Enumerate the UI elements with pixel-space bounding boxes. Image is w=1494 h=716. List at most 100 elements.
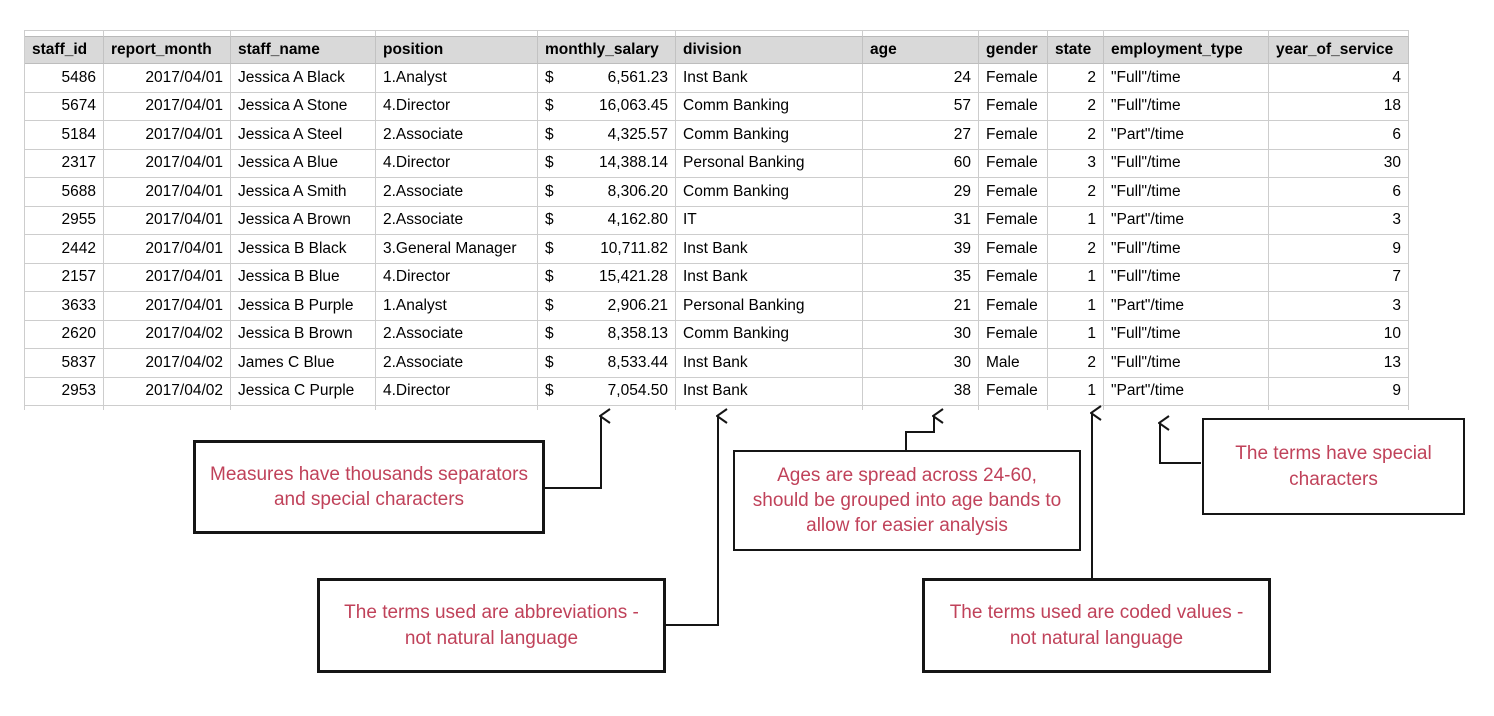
cell-gender: Female	[979, 377, 1048, 406]
currency-symbol: $	[545, 325, 554, 343]
salary-value: 4,325.57	[607, 125, 668, 143]
callout-abbreviations-text: The terms used are abbreviations - not n…	[344, 602, 639, 649]
callout-measures: Measures have thousands separators and s…	[193, 440, 545, 534]
cell-age: 35	[863, 263, 979, 292]
table-row: 2317 2017/04/01 Jessica A Blue 4.Director $1…	[25, 149, 1409, 178]
cell-state: 2	[1048, 92, 1104, 121]
table-row: 2953 2017/04/02 Jessica C Purple 4.Director…	[25, 377, 1409, 406]
cropped-cell	[25, 31, 104, 37]
cell-division: Personal Banking	[676, 292, 863, 321]
cell-report_month: 2017/04/02	[104, 377, 231, 406]
cell-state: 1	[1048, 263, 1104, 292]
cell-state: 1	[1048, 320, 1104, 349]
cell-employment_type: "Part"/time	[1104, 121, 1269, 150]
cell-position: 2.Associate	[376, 178, 538, 207]
cell-employment_type: "Part"/time	[1104, 377, 1269, 406]
cell-state: 3	[1048, 149, 1104, 178]
table-row: 5688 2017/04/01 Jessica A Smith 2.Associate…	[25, 178, 1409, 207]
cell-staff_id: 2317	[25, 149, 104, 178]
callout-age-bands: Ages are spread across 24-60, should be …	[733, 450, 1081, 551]
currency-symbol: $	[545, 97, 554, 115]
cell-age: 30	[863, 349, 979, 378]
column-header-monthly_salary: monthly_salary	[538, 37, 676, 64]
cell-year_of_service: 7	[1269, 263, 1409, 292]
column-header-state: state	[1048, 37, 1104, 64]
salary-value: 7,054.50	[607, 382, 668, 400]
callout-abbreviations: The terms used are abbreviations - not n…	[317, 578, 666, 673]
salary-value: 6,561.23	[607, 68, 668, 86]
cell-report_month: 2017/04/01	[104, 235, 231, 264]
cell-employment_type: "Part"/time	[1104, 206, 1269, 235]
callout-measures-text: Measures have thousands separators and s…	[210, 463, 528, 510]
cell-monthly_salary: $2,906.21	[538, 292, 676, 321]
cell-employment_type: "Full"/time	[1104, 235, 1269, 264]
cell-staff_name: Jessica B Purple	[231, 292, 376, 321]
cropped-cell	[376, 31, 538, 37]
cropped-cell	[231, 406, 376, 410]
cell-staff_name: Jessica B Brown	[231, 320, 376, 349]
cell-staff_id: 5837	[25, 349, 104, 378]
column-header-division: division	[676, 37, 863, 64]
cell-staff_name: Jessica A Blue	[231, 149, 376, 178]
cell-gender: Male	[979, 349, 1048, 378]
cell-age: 27	[863, 121, 979, 150]
table-row: 5184 2017/04/01 Jessica A Steel 2.Associate…	[25, 121, 1409, 150]
salary-value: 14,388.14	[599, 154, 668, 172]
cell-division: Inst Bank	[676, 377, 863, 406]
cell-state: 2	[1048, 349, 1104, 378]
cropped-cell	[1048, 406, 1104, 410]
cell-staff_name: Jessica A Stone	[231, 92, 376, 121]
cell-monthly_salary: $8,306.20	[538, 178, 676, 207]
table-row: 5674 2017/04/01 Jessica A Stone 4.Director $…	[25, 92, 1409, 121]
currency-symbol: $	[545, 239, 554, 257]
cell-age: 21	[863, 292, 979, 321]
cell-gender: Female	[979, 206, 1048, 235]
cell-division: Inst Bank	[676, 263, 863, 292]
salary-value: 2,906.21	[607, 296, 668, 314]
salary-value: 8,306.20	[607, 182, 668, 200]
currency-symbol: $	[545, 182, 554, 200]
currency-symbol: $	[545, 125, 554, 143]
cell-report_month: 2017/04/01	[104, 263, 231, 292]
cell-division: Comm Banking	[676, 121, 863, 150]
column-header-position: position	[376, 37, 538, 64]
callout-special-characters: The terms have special characters	[1202, 418, 1465, 515]
currency-symbol: $	[545, 211, 554, 229]
cell-position: 2.Associate	[376, 121, 538, 150]
cell-state: 1	[1048, 292, 1104, 321]
cell-staff_name: James C Blue	[231, 349, 376, 378]
cropped-cell	[979, 406, 1048, 410]
cell-monthly_salary: $8,533.44	[538, 349, 676, 378]
cell-age: 39	[863, 235, 979, 264]
cell-year_of_service: 3	[1269, 292, 1409, 321]
cropped-cell	[1104, 31, 1269, 37]
cell-year_of_service: 10	[1269, 320, 1409, 349]
cell-position: 1.Analyst	[376, 64, 538, 93]
cell-state: 1	[1048, 377, 1104, 406]
cell-report_month: 2017/04/01	[104, 292, 231, 321]
cell-year_of_service: 30	[1269, 149, 1409, 178]
cell-staff_id: 2955	[25, 206, 104, 235]
cropped-cell	[676, 406, 863, 410]
staff-data-table: staff_id report_month staff_name position mo…	[24, 30, 1409, 410]
currency-symbol: $	[545, 68, 554, 86]
cell-state: 2	[1048, 178, 1104, 207]
cell-employment_type: "Full"/time	[1104, 92, 1269, 121]
cell-position: 2.Associate	[376, 320, 538, 349]
cropped-cell	[538, 31, 676, 37]
currency-symbol: $	[545, 154, 554, 172]
cell-position: 4.Director	[376, 149, 538, 178]
cell-monthly_salary: $4,325.57	[538, 121, 676, 150]
table-row: 2157 2017/04/01 Jessica B Blue 4.Director $1…	[25, 263, 1409, 292]
cell-age: 29	[863, 178, 979, 207]
cropped-cell	[1048, 31, 1104, 37]
table-row: 5837 2017/04/02 James C Blue 2.Associate $8,…	[25, 349, 1409, 378]
salary-value: 16,063.45	[599, 97, 668, 115]
cell-position: 1.Analyst	[376, 292, 538, 321]
cell-year_of_service: 18	[1269, 92, 1409, 121]
table-row: 2955 2017/04/01 Jessica A Brown 2.Associate…	[25, 206, 1409, 235]
cell-monthly_salary: $16,063.45	[538, 92, 676, 121]
cell-report_month: 2017/04/01	[104, 206, 231, 235]
cell-age: 60	[863, 149, 979, 178]
